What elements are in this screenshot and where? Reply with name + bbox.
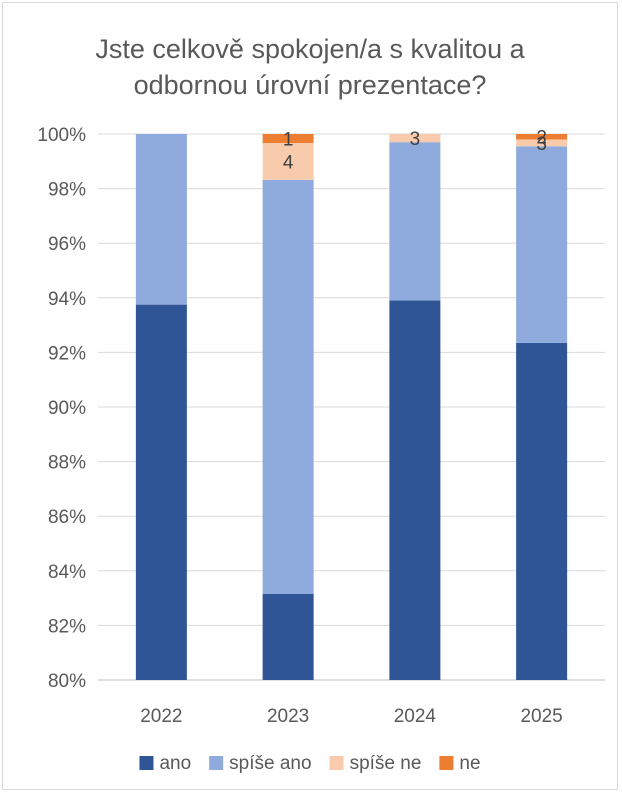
legend-label: ne	[459, 753, 480, 774]
x-tick-label: 2024	[394, 706, 437, 727]
legend-label: spíše ano	[229, 753, 311, 774]
bar-ano-2025	[516, 342, 568, 680]
x-tick-label: 2022	[140, 706, 182, 727]
x-tick-label: 2025	[520, 706, 562, 727]
y-tick-label: 92%	[48, 343, 86, 364]
y-tick-label: 80%	[48, 671, 86, 692]
data-label: 3	[410, 129, 421, 150]
data-label: 3	[536, 134, 547, 155]
y-axis-ticks: 80% 82% 84% 86% 88% 90% 92% 94% 96% 98% 100%	[37, 125, 86, 692]
legend-swatch-ano	[139, 756, 154, 770]
bar-ano-2022	[135, 304, 187, 680]
y-tick-label: 82%	[48, 616, 86, 637]
y-tick-label: 86%	[48, 507, 86, 528]
legend-swatch-spise-ne	[329, 756, 344, 770]
y-tick-label: 94%	[48, 289, 86, 310]
bar-spise-ano-2024	[389, 142, 441, 301]
bar-ano-2023	[262, 594, 314, 680]
y-tick-label: 98%	[48, 180, 86, 201]
legend: ano spíše ano spíše ne ne	[139, 753, 481, 774]
x-tick-label: 2023	[267, 706, 309, 727]
x-axis-ticks: 2022 2023 2024 2025	[140, 706, 563, 727]
bar-spise-ano-2023	[262, 179, 314, 595]
chart-title-line: Jste celkově spokojen/a s kvalitou a	[95, 34, 525, 64]
bar-spise-ano-2025	[516, 146, 568, 343]
legend-swatch-spise-ano	[209, 756, 224, 770]
data-label: 1	[283, 130, 294, 151]
y-tick-label: 84%	[48, 562, 86, 583]
data-labels: 143 23	[283, 128, 547, 174]
bar-spise-ne-2025	[516, 139, 568, 147]
bar-spise-ano-2022	[135, 134, 187, 305]
bar-ano-2024	[389, 300, 441, 680]
y-tick-label: 90%	[48, 398, 86, 419]
legend-label: spíše ne	[350, 753, 422, 774]
y-tick-label: 96%	[48, 234, 86, 255]
y-tick-label: 100%	[37, 125, 86, 146]
bar-spise-ne-2024	[389, 134, 441, 143]
bar-ne-2025	[516, 134, 568, 140]
chart: Jste celkově spokojen/a s kvalitou a odbo…	[37, 34, 605, 774]
chart-title: Jste celkově spokojen/a s kvalitou a odbo…	[95, 34, 525, 100]
legend-label: ano	[159, 753, 191, 774]
bar-spise-ne-2023	[262, 143, 314, 180]
chart-title-line: odbornou úrovní prezentace?	[134, 70, 487, 100]
legend-swatch-ne	[439, 756, 454, 770]
bars	[135, 134, 568, 680]
data-label: 4	[283, 152, 294, 173]
y-tick-label: 88%	[48, 453, 86, 474]
data-label: 2	[536, 128, 547, 149]
bar-ne-2023	[262, 134, 314, 144]
